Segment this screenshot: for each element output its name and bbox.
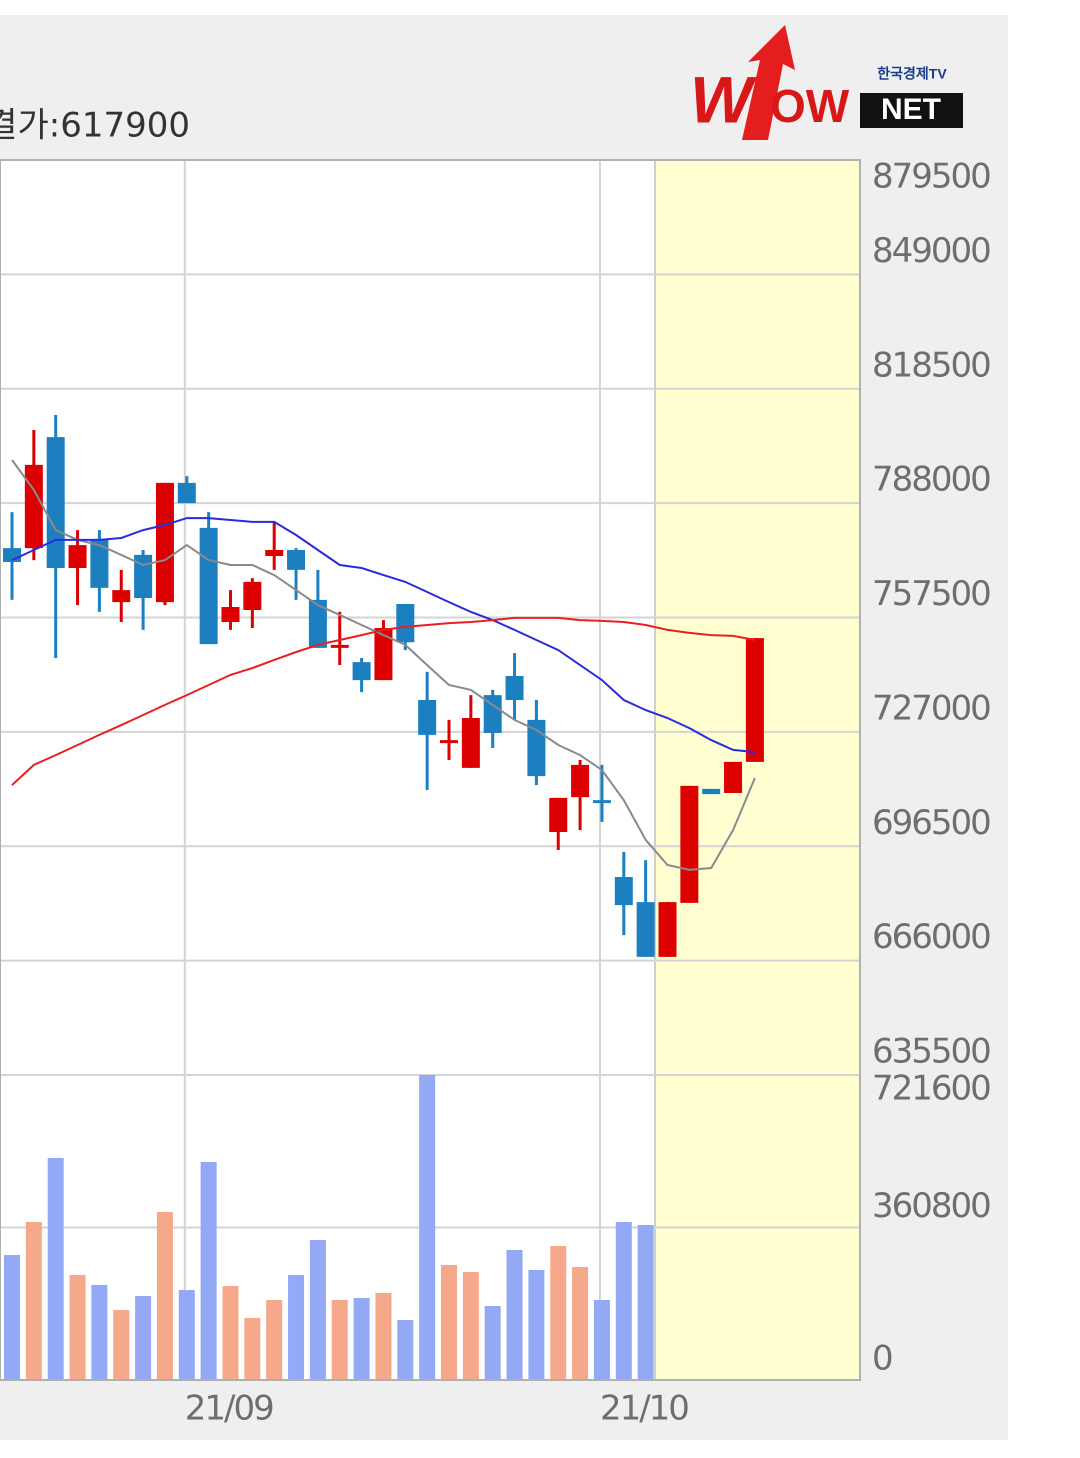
candle-body <box>571 764 590 798</box>
x-tick-label: 21/10 <box>600 1389 688 1429</box>
candle-body <box>68 545 87 568</box>
volume-bar <box>375 1293 392 1380</box>
volume-bar <box>572 1266 589 1380</box>
candle-body <box>505 676 524 700</box>
moving-average-line <box>11 517 756 754</box>
candle-body <box>308 599 327 648</box>
volume-bar <box>178 1290 195 1380</box>
candle-body <box>265 550 284 556</box>
candle-body <box>418 700 437 735</box>
plot <box>3 415 764 1380</box>
candle-body <box>243 581 262 610</box>
candle-body <box>352 662 371 681</box>
candle-body <box>461 718 480 768</box>
candle-body <box>134 554 153 598</box>
volume-bar <box>419 1075 436 1380</box>
candle-body <box>614 877 633 906</box>
volume-bar <box>506 1249 523 1380</box>
candle-body <box>592 800 611 804</box>
logo-net-box <box>860 93 963 128</box>
candle-body <box>155 482 174 603</box>
y-tick-label: 757500 <box>872 574 990 614</box>
volume-bar <box>484 1305 501 1380</box>
volume-bar <box>331 1299 348 1380</box>
y-tick-label: 696500 <box>872 803 990 843</box>
candle-body <box>724 761 743 793</box>
volume-bar <box>288 1275 305 1380</box>
volume-bar <box>397 1319 414 1380</box>
y-tick-label: 727000 <box>872 688 990 728</box>
volume-bar <box>25 1222 42 1380</box>
moving-average-line <box>11 459 756 871</box>
candle-body <box>396 604 415 643</box>
volume-bar <box>593 1299 610 1380</box>
logo-arrow <box>742 25 795 140</box>
volume-bar <box>462 1272 479 1380</box>
volume-bar <box>353 1298 370 1380</box>
candle-body <box>745 638 764 762</box>
highlight-region <box>655 160 860 1380</box>
volume-bar <box>113 1310 130 1380</box>
candle-body <box>46 437 65 568</box>
volume-bar <box>47 1157 64 1380</box>
y-tick-label: 849000 <box>872 231 990 271</box>
candle-body <box>658 902 677 957</box>
candle-body <box>549 797 568 832</box>
chart-title: 체결가:617900 <box>0 106 190 146</box>
candle-body <box>636 902 655 957</box>
y-tick-label: 788000 <box>872 460 990 500</box>
plot-border <box>0 159 861 1381</box>
logo-ow: OW <box>770 80 850 132</box>
candle-body <box>440 740 458 744</box>
candle-body <box>112 590 131 603</box>
y2-tick-label: 721600 <box>872 1069 990 1109</box>
volume-bar <box>637 1225 654 1380</box>
y2-tick-label: 360800 <box>872 1186 990 1226</box>
volume-bar <box>69 1275 86 1380</box>
volume-bar <box>615 1222 632 1380</box>
logo: W OW NET 한국경제TV <box>690 25 963 140</box>
candle-body <box>24 464 43 549</box>
candle-body <box>680 785 699 903</box>
candle-body <box>702 788 721 795</box>
volume-bar <box>91 1284 108 1380</box>
candle-body <box>90 539 109 588</box>
volume-bar <box>266 1299 283 1380</box>
volume-bar <box>528 1269 545 1380</box>
volume-bar <box>135 1296 152 1380</box>
volume-bar <box>4 1254 20 1380</box>
candle-body <box>287 550 306 570</box>
candle-body <box>527 719 546 777</box>
y-tick-label: 818500 <box>872 345 990 385</box>
volume-bar <box>441 1264 457 1380</box>
x-tick-label: 21/09 <box>185 1389 273 1429</box>
candle-body <box>221 607 240 622</box>
volume-bar <box>244 1317 261 1380</box>
volume-bar <box>309 1240 326 1380</box>
candle-body <box>483 695 502 733</box>
y-tick-label: 635500 <box>872 1032 990 1072</box>
y2-tick-label: 0 <box>872 1339 892 1379</box>
volume-bar <box>156 1211 173 1380</box>
y-tick-label: 879500 <box>872 157 990 197</box>
candle-body <box>177 482 196 504</box>
y-tick-label: 666000 <box>872 917 990 957</box>
candle-body <box>330 644 349 648</box>
candle-body <box>374 628 393 681</box>
moving-average-line <box>11 616 756 786</box>
volume-bar <box>222 1285 239 1380</box>
logo-tagline: 한국경제TV <box>877 66 947 82</box>
logo-net: NET <box>881 93 941 126</box>
logo-w: W <box>690 62 757 136</box>
volume-bar <box>200 1161 217 1380</box>
candle-body <box>199 527 218 645</box>
volume-bar <box>550 1246 567 1380</box>
